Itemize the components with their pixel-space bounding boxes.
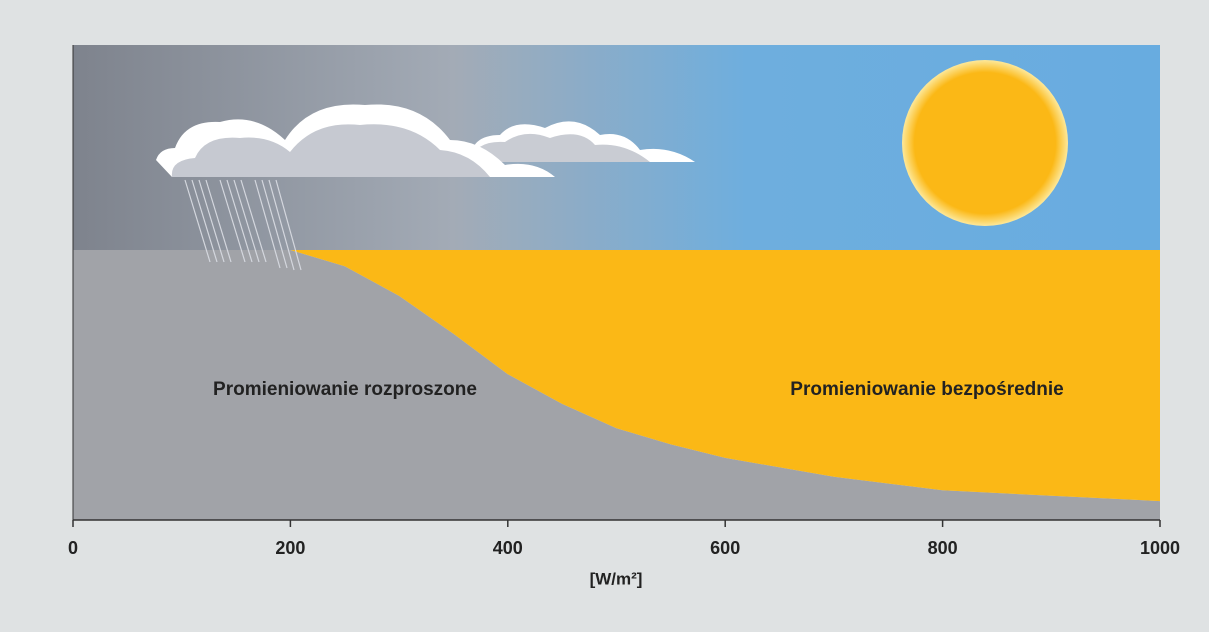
x-tick-label: 0 [68,538,78,558]
rain [184,179,302,271]
sun [902,60,1068,226]
series-label: Promieniowanie bezpośrednie [790,379,1063,400]
area [73,250,1160,502]
x-tick-label: 200 [275,538,305,558]
x-tick-label: 1000 [1140,538,1180,558]
x-axis-label: [W/m²] [590,569,643,588]
series-label: Promieniowanie rozproszone [213,379,477,400]
x-tick-label: 800 [928,538,958,558]
clouds [156,104,695,177]
x-tick-label: 600 [710,538,740,558]
x-tick-label: 400 [493,538,523,558]
area [73,250,1160,520]
